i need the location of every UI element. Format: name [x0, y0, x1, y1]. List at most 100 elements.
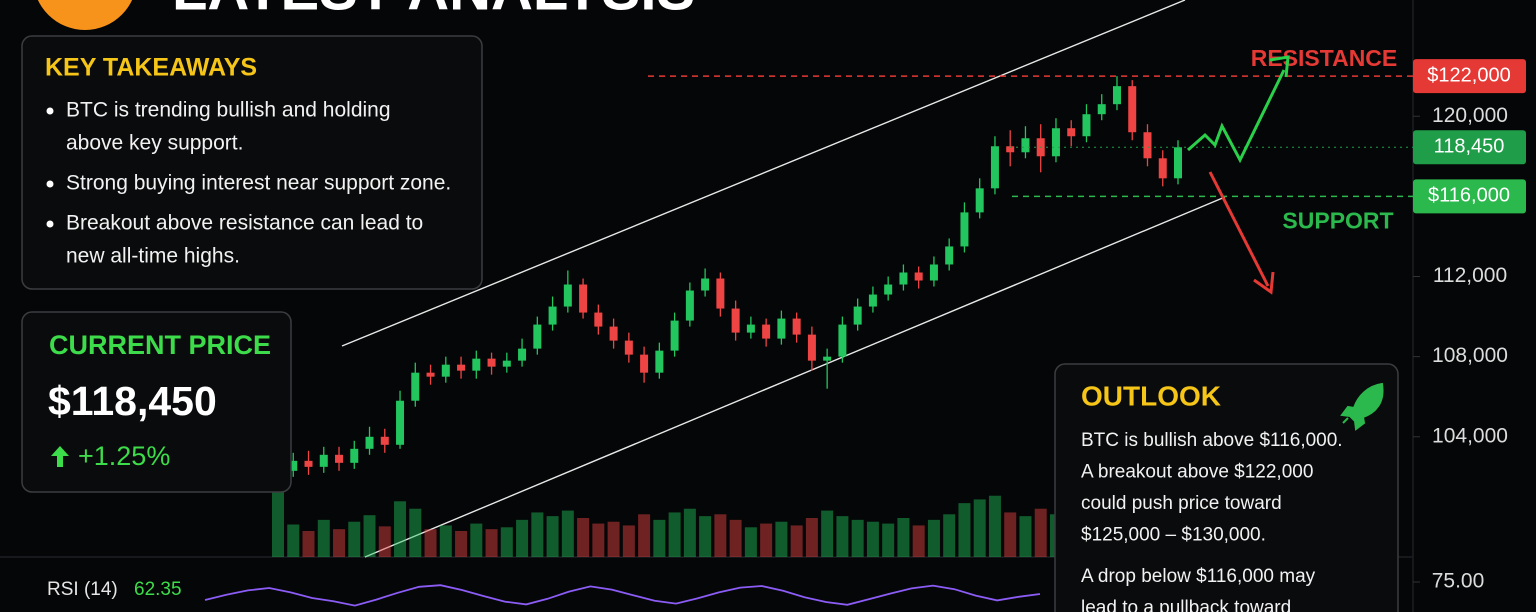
- takeaway-line: Breakout above resistance can lead to: [66, 212, 423, 235]
- y-tick-label: 112,000: [1433, 264, 1507, 287]
- volume-bar: [790, 525, 803, 557]
- candle-body: [502, 360, 511, 367]
- overlay: LATEST ANALYSIS KEY TAKEAWAYS CURRENT PR…: [21, 0, 1399, 612]
- candle-body: [396, 400, 405, 445]
- volume-bar: [272, 492, 284, 557]
- candle-body: [823, 356, 832, 361]
- price-change: +1.25%: [78, 441, 170, 471]
- volume-bar: [622, 525, 635, 557]
- volume-bar: [866, 521, 879, 557]
- takeaway-line: Strong buying interest near support zone…: [66, 172, 451, 195]
- candle-body: [594, 312, 603, 327]
- bullet-dot: [46, 220, 54, 228]
- level-badge: [1413, 179, 1526, 214]
- volume-bar: [897, 518, 910, 557]
- volume-bar: [378, 526, 391, 557]
- volume-bar: [805, 518, 818, 557]
- candle-body: [1082, 114, 1091, 137]
- volume-bar: [760, 523, 773, 557]
- candle-body: [457, 364, 466, 371]
- volume-bar: [973, 499, 986, 557]
- header-title: LATEST ANALYSIS: [172, 0, 695, 22]
- last-price-badge: [1413, 130, 1526, 165]
- volume-bar: [561, 510, 574, 557]
- candle-body: [563, 284, 572, 307]
- volume-bar: [287, 524, 300, 557]
- volume-bar: [683, 508, 696, 557]
- bullet-dot: [46, 180, 54, 188]
- candle-body: [655, 350, 664, 373]
- level-name: SUPPORT: [1282, 207, 1393, 233]
- level-badge-label: $116,000: [1428, 185, 1510, 207]
- up-arrow-icon: [51, 446, 69, 467]
- takeaways-box: [21, 35, 483, 290]
- candle-body: [441, 364, 450, 377]
- candle-body: [868, 294, 877, 307]
- candle-body: [716, 278, 725, 309]
- volume-bar: [836, 516, 849, 557]
- candle-body: [487, 358, 496, 367]
- candle-body: [579, 284, 588, 313]
- candle-body: [853, 306, 862, 325]
- volume-bar: [638, 514, 651, 557]
- candle-body: [1128, 86, 1137, 133]
- volume-bar: [882, 523, 895, 557]
- volume-bar: [1034, 508, 1047, 557]
- volume-bar: [744, 527, 757, 557]
- volume-bar: [1004, 512, 1017, 557]
- volume-bar: [1019, 516, 1032, 557]
- candle-body: [914, 272, 923, 281]
- candle-body: [792, 318, 801, 335]
- candle-body: [335, 454, 344, 463]
- volume-bar: [927, 519, 940, 557]
- channel-lower: [364, 196, 1226, 558]
- candle-body: [990, 146, 999, 189]
- volume-bar: [302, 531, 315, 557]
- candle-body: [472, 358, 481, 371]
- candle-body: [701, 278, 710, 291]
- bear-arrowhead: [1253, 271, 1275, 295]
- rsi-line: [204, 584, 1041, 607]
- candle-body: [426, 372, 435, 377]
- candle-body: [640, 354, 649, 373]
- rocket-icon: [1340, 382, 1384, 431]
- candle-body: [1158, 158, 1167, 179]
- outlook-line: A drop below $116,000 may: [1081, 566, 1316, 587]
- volume-bar: [439, 525, 452, 557]
- price-value: $118,450: [48, 378, 217, 424]
- candle-body: [975, 188, 984, 213]
- y-tick-label: 104,000: [1432, 424, 1508, 447]
- volume-bar: [394, 501, 407, 557]
- outlook-line: $125,000 – $130,000.: [1081, 525, 1266, 546]
- level-badge-label: $122,000: [1427, 64, 1510, 86]
- volume-bar: [409, 508, 422, 557]
- candle-body: [762, 324, 771, 339]
- last-price-label: 118,450: [1434, 136, 1505, 158]
- bull-arrow: [1187, 69, 1286, 164]
- candle-body: [411, 372, 420, 401]
- volume-bar: [821, 510, 834, 557]
- price-title: CURRENT PRICE: [49, 330, 271, 360]
- volume-bar: [577, 518, 590, 557]
- volume-bar: [912, 525, 925, 557]
- price-box: [21, 311, 292, 493]
- candle-body: [350, 448, 359, 463]
- candle-body: [380, 436, 389, 445]
- channel-upper: [341, 0, 1186, 347]
- candle-body: [670, 320, 679, 351]
- candle-body: [609, 326, 618, 341]
- level-badge: [1413, 59, 1526, 94]
- volume-bar: [516, 519, 529, 557]
- volume-bar: [943, 514, 956, 557]
- outlook-box: [1054, 363, 1399, 612]
- candle-body: [548, 306, 557, 325]
- volume-bar: [653, 519, 666, 557]
- volume-bar: [607, 521, 620, 557]
- volume-bar: [699, 516, 712, 557]
- candle-body: [304, 460, 313, 467]
- candle-body: [746, 324, 755, 333]
- candle-body: [1067, 128, 1076, 137]
- candle-body: [1143, 132, 1152, 159]
- candle-body: [731, 308, 740, 333]
- candle-body: [365, 436, 374, 449]
